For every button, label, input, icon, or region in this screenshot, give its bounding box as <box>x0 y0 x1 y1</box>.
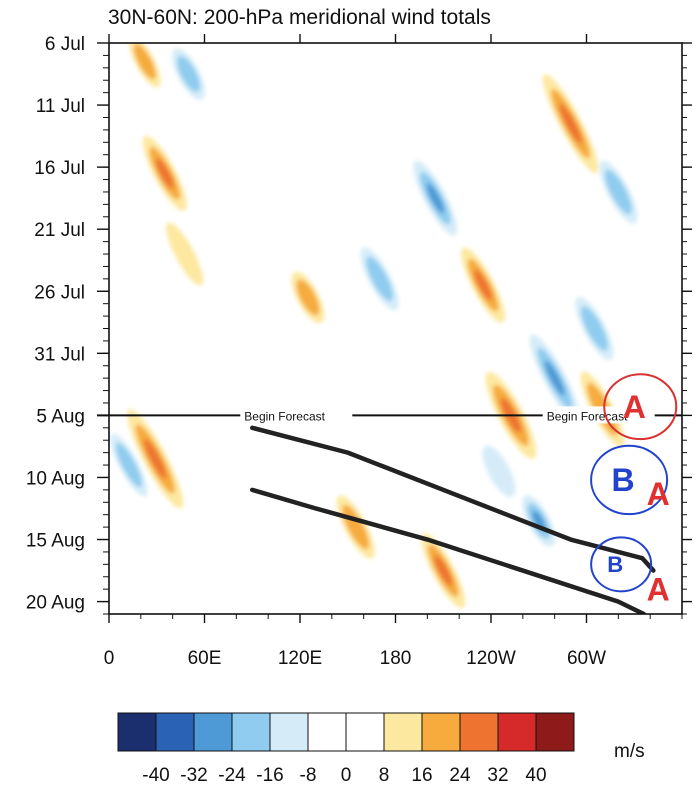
forecast-label: Begin Forecast <box>547 409 628 423</box>
annotation-letter: A <box>623 389 646 425</box>
plot-frame <box>108 42 683 615</box>
y-tick-label: 26 Jul <box>34 282 85 303</box>
annotation-letter: B <box>607 552 623 577</box>
anomaly-streak-negative <box>599 160 638 224</box>
colorbar-tick-label: -24 <box>218 765 246 786</box>
colorbar-box <box>345 712 385 752</box>
annotation-letter: A <box>647 476 670 512</box>
colorbar-tick-label: 24 <box>449 765 471 786</box>
trough-ridge-lines <box>250 425 656 614</box>
y-tick-label: 10 Aug <box>26 468 85 489</box>
colorbar-box <box>383 712 423 752</box>
begin-forecast-line: Begin Forecast Begin Forecast <box>97 406 682 424</box>
anomaly-streak-negative <box>482 445 516 497</box>
colorbar-box <box>155 712 195 752</box>
anomaly-streak-negative <box>575 296 614 361</box>
y-tick-label: 20 Aug <box>26 593 85 614</box>
anomaly-streak-positive <box>542 74 599 174</box>
annotation-letter: B <box>612 462 635 498</box>
colorbar-box <box>421 712 461 752</box>
colorbar-tick-label: 16 <box>411 765 432 786</box>
colorbar-box <box>269 712 309 752</box>
anomaly-streak-positive <box>166 222 204 286</box>
y-axis-tick-labels: 6 Jul 11 Jul 16 Jul 21 Jul 26 Jul 31 Jul 5 Aug… <box>26 34 85 614</box>
anomaly-streak-positive <box>336 495 375 559</box>
colorbar-box <box>497 712 537 752</box>
x-tick-label: 60W <box>567 648 606 669</box>
chart-title: 30N-60N: 200-hPa meridional wind totals <box>108 6 491 29</box>
anomaly-streak-negative <box>360 247 399 311</box>
colorbar-tick-label: -8 <box>300 765 317 786</box>
annotation-ring <box>590 536 653 593</box>
colorbar-box <box>231 712 271 752</box>
axis-ticks <box>97 34 692 623</box>
x-tick-label: 180 <box>380 648 412 669</box>
colorbar-tick-label: -16 <box>256 765 283 786</box>
y-tick-label: 21 Jul <box>34 220 85 241</box>
x-tick-label: 60E <box>188 648 222 669</box>
y-tick-label: 31 Jul <box>34 344 85 365</box>
anomaly-streak-positive <box>142 135 187 211</box>
anomaly-streak-positive <box>129 43 161 88</box>
anomaly-streak-negative <box>172 48 205 100</box>
anomaly-streak-positive <box>127 409 184 509</box>
y-tick-label: 11 Jul <box>36 96 85 117</box>
colorbar-box <box>193 712 233 752</box>
colorbar-tick-label: 40 <box>525 765 546 786</box>
colorbar-tick-label: 8 <box>379 765 390 786</box>
y-tick-label: 15 Aug <box>26 531 85 552</box>
colorbar-box <box>535 712 575 752</box>
anomaly-streak-positive <box>291 271 325 324</box>
colorbar-tick-label: -40 <box>142 765 169 786</box>
colorbar-tick-label: -32 <box>180 765 207 786</box>
trough-ridge-line <box>250 425 656 573</box>
anomaly-streak-negative <box>110 433 148 497</box>
y-tick-label: 16 Jul <box>34 158 85 179</box>
annotation-letter: A <box>647 571 670 607</box>
x-tick-label: 120E <box>278 648 322 669</box>
forecast-label-bg <box>542 406 655 424</box>
circled-annotations: AB ABA <box>590 373 678 607</box>
colorbar-tick-label: 32 <box>487 765 508 786</box>
x-axis-tick-labels: 0 60E 120E 180 120W 60W <box>104 648 606 669</box>
annotation-ring <box>603 373 678 441</box>
anomaly-streak-negative <box>529 334 580 422</box>
anomaly-streak-negative <box>413 160 458 236</box>
anomaly-streak-positive <box>461 247 505 323</box>
colorbar-box <box>307 712 347 752</box>
x-tick-label: 0 <box>104 648 115 669</box>
colorbar-box <box>459 712 499 752</box>
x-tick-label: 120W <box>466 648 516 669</box>
anomaly-streak-positive <box>421 533 466 609</box>
colorbar-tick-label: 0 <box>341 765 352 786</box>
y-tick-label: 5 Aug <box>36 406 85 427</box>
forecast-label-bg <box>240 406 353 424</box>
forecast-label: Begin Forecast <box>244 409 325 423</box>
colorbar-unit: m/s <box>614 741 645 762</box>
colorbar-box <box>117 712 157 752</box>
colorbar: -40 -32 -24 -16 -8 0 8 16 24 32 40 m/s <box>117 712 645 786</box>
trough-ridge-line <box>250 487 647 614</box>
annotation-ring <box>590 444 669 516</box>
y-tick-label: 6 Jul <box>45 34 85 55</box>
